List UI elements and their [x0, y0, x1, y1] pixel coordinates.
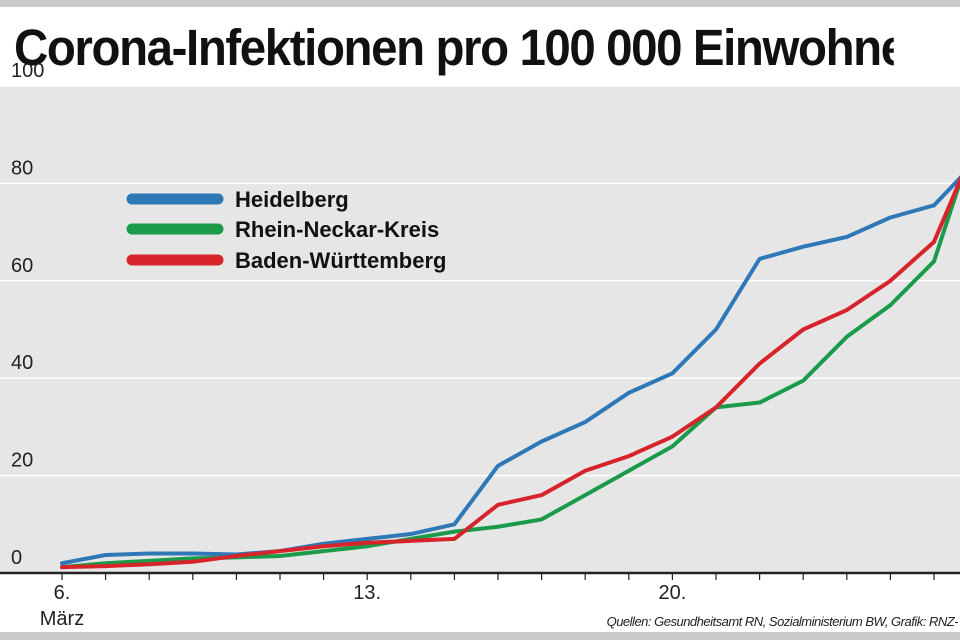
y-tick-label: 100 — [11, 60, 44, 82]
series-line-3 — [60, 239, 936, 570]
plot-background — [0, 86, 960, 573]
series-line-1 — [60, 203, 936, 566]
chart-title: Corona-Infektionen pro 100 000 Einwohner — [14, 19, 894, 76]
y-tick-label: 0 — [11, 547, 22, 569]
series-end-segment-1 — [932, 175, 960, 208]
y-tick-label: 20 — [11, 450, 33, 472]
top-rule — [0, 0, 960, 7]
x-tick-label: 6. — [54, 582, 71, 604]
x-month-label: März — [40, 608, 84, 630]
x-tick-label: 13. — [353, 582, 381, 604]
legend-label: Rhein-Neckar-Kreis — [235, 217, 439, 242]
source-note: Quellen: Gesundheitsamt RN, Sozialminist… — [606, 614, 958, 629]
y-tick-label: 60 — [11, 255, 33, 277]
y-tick-label: 40 — [11, 352, 33, 374]
x-tick-label: 20. — [658, 582, 686, 604]
legend-label: Heidelberg — [235, 187, 349, 212]
legend-label: Baden-Württemberg — [235, 248, 446, 273]
bottom-rule — [0, 632, 960, 640]
y-tick-label: 80 — [11, 157, 33, 179]
series-end-segment-3 — [932, 175, 960, 244]
